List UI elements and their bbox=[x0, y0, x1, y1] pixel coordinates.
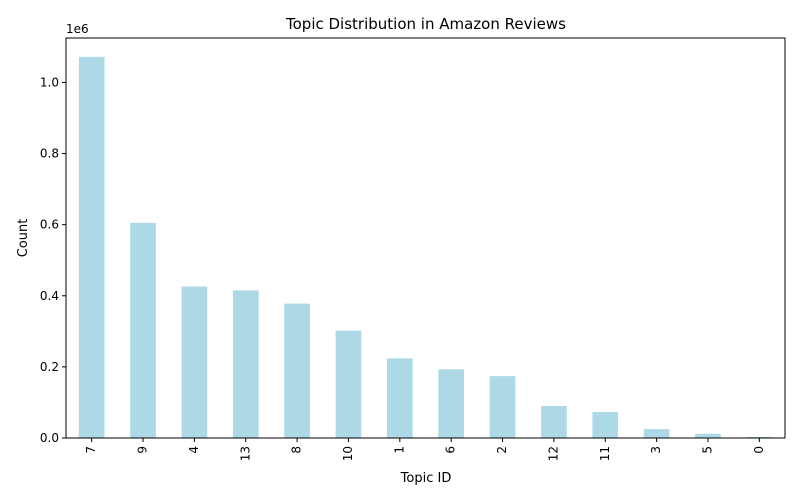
y-axis-ticks: 0.0 0.2 0.4 0.6 0.8 1.0 bbox=[40, 75, 66, 445]
x-tick-label: 10 bbox=[341, 446, 355, 461]
x-tick-label: 5 bbox=[700, 446, 714, 454]
y-tick-label: 0.2 bbox=[40, 360, 59, 374]
x-tick-label: 7 bbox=[84, 446, 98, 454]
bar-topic-11 bbox=[592, 412, 619, 438]
bar-topic-13 bbox=[232, 290, 259, 438]
x-tick-label: 12 bbox=[546, 446, 560, 461]
plot-frame bbox=[65, 37, 786, 439]
bar-topic-6 bbox=[438, 369, 465, 438]
y-tick-label: 0.6 bbox=[40, 218, 59, 232]
bar-topic-0 bbox=[746, 436, 773, 438]
y-tick-label: 0.0 bbox=[40, 431, 59, 445]
bar-topic-4 bbox=[181, 286, 208, 438]
bar-topic-5 bbox=[695, 433, 721, 438]
y-axis-label: Count bbox=[16, 219, 31, 258]
x-tick-label: 1 bbox=[392, 446, 406, 454]
x-tick-label: 8 bbox=[290, 446, 304, 454]
bar-topic-3 bbox=[643, 429, 670, 438]
bar-topic-7 bbox=[78, 56, 105, 438]
x-tick-label: 0 bbox=[752, 446, 766, 454]
x-tick-label: 4 bbox=[187, 446, 201, 454]
bar-topic-1 bbox=[386, 358, 413, 438]
bar-topic-9 bbox=[130, 222, 156, 438]
x-tick-label: 2 bbox=[495, 446, 509, 454]
x-axis-ticks: 7 9 4 13 8 10 1 6 2 12 11 3 5 0 bbox=[84, 438, 766, 461]
x-tick-label: 6 bbox=[444, 446, 458, 454]
bar-topic-12 bbox=[541, 406, 567, 438]
x-tick-label: 3 bbox=[649, 446, 663, 454]
x-tick-label: 11 bbox=[598, 446, 612, 461]
x-tick-label: 9 bbox=[136, 446, 150, 454]
bar-topic-10 bbox=[335, 330, 362, 438]
x-tick-label: 13 bbox=[238, 446, 252, 461]
x-axis-label: Topic ID bbox=[400, 471, 452, 486]
bar-topic-2 bbox=[489, 376, 516, 438]
chart-title: Topic Distribution in Amazon Reviews bbox=[285, 15, 566, 33]
y-tick-label: 0.8 bbox=[40, 147, 59, 161]
bars bbox=[78, 56, 773, 438]
bar-topic-8 bbox=[284, 303, 310, 438]
y-tick-label: 0.4 bbox=[40, 289, 59, 303]
y-tick-label: 1.0 bbox=[40, 75, 59, 89]
y-axis-scale-label: 1e6 bbox=[66, 22, 89, 36]
